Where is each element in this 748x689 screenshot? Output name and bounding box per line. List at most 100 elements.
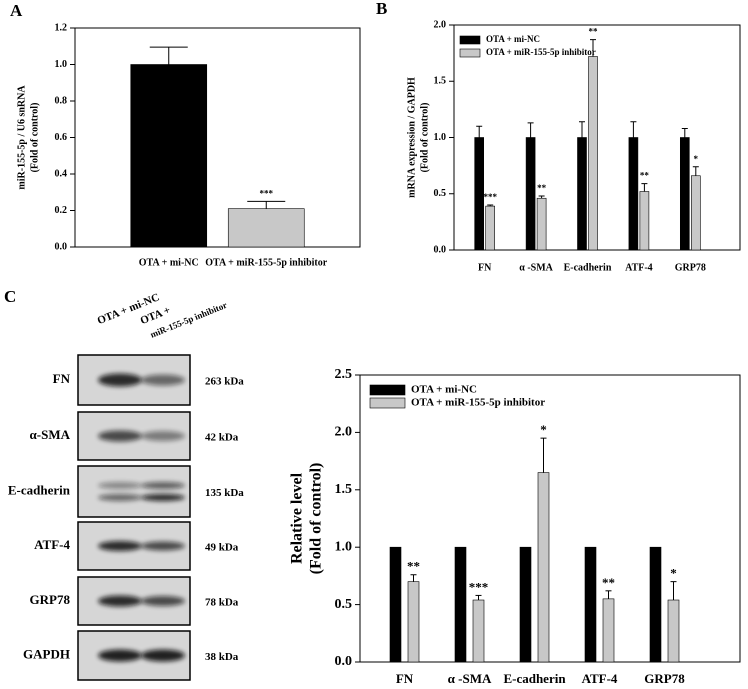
protein-label: FN <box>53 371 71 386</box>
significance-label: *** <box>483 192 497 202</box>
bar <box>130 64 208 248</box>
x-tick-label: OTA + mi-NC <box>139 257 199 268</box>
blot-band <box>141 431 185 441</box>
bar <box>472 599 485 663</box>
y-tick-label: 2.0 <box>335 425 353 440</box>
legend-swatch <box>369 397 406 409</box>
blot-band <box>98 595 142 607</box>
error-bar <box>149 46 188 65</box>
size-label: 78 kDa <box>205 597 239 609</box>
significance-label: *** <box>469 579 489 594</box>
blot-band <box>141 374 185 386</box>
y-axis-label: (Fold of control) <box>308 463 325 575</box>
bar <box>584 546 597 663</box>
y-tick-label: 1.2 <box>55 22 68 33</box>
error-bar <box>670 581 677 601</box>
blot-band <box>98 649 142 662</box>
x-tick-label: FN <box>396 671 414 686</box>
y-tick-label: 0.5 <box>434 188 447 199</box>
bar <box>537 472 550 663</box>
bar <box>588 56 598 251</box>
bar <box>536 197 547 251</box>
y-tick-label: 2.0 <box>434 19 447 30</box>
size-label: 135 kDa <box>205 487 244 499</box>
significance-label: ** <box>407 559 420 574</box>
y-tick-label: 2.5 <box>335 367 353 382</box>
protein-label: GRP78 <box>30 592 71 607</box>
protein-label: E-cadherin <box>8 482 71 497</box>
significance-label: ** <box>537 183 547 193</box>
x-tick-label: ATF-4 <box>625 262 653 273</box>
x-tick-label: GRP78 <box>644 671 685 686</box>
significance-label: * <box>540 422 547 437</box>
bar <box>519 546 532 663</box>
bar <box>474 137 485 251</box>
bar <box>525 137 536 251</box>
y-tick-label: 1.0 <box>335 539 353 554</box>
panel-label: C <box>4 287 16 306</box>
blot-band <box>98 430 142 442</box>
y-tick-label: 0.8 <box>55 95 68 106</box>
legend-swatch <box>369 384 406 396</box>
blot-band <box>98 373 142 387</box>
plot-frame <box>74 27 361 248</box>
y-axis-label: miR-155-5p / U6 snRNA <box>16 85 27 190</box>
significance-label: ** <box>589 27 599 37</box>
legend-label: OTA + miR-155-5p inhibitor <box>411 397 545 409</box>
y-axis-label: (Fold of control) <box>29 103 40 173</box>
plot-frame <box>359 374 741 663</box>
error-bar <box>630 121 637 138</box>
legend-label: OTA + miR-155-5p inhibitor <box>486 47 596 57</box>
bar <box>602 598 615 663</box>
blot-band <box>141 649 185 662</box>
x-tick-label: OTA + miR-155-5p inhibitor <box>205 257 327 268</box>
protein-label: GAPDH <box>23 646 70 661</box>
protein-label: ATF-4 <box>34 537 70 552</box>
blot-band <box>141 596 185 606</box>
error-bar <box>538 195 545 199</box>
blot-band <box>141 541 185 551</box>
error-bar <box>590 39 596 57</box>
y-axis-label: Relative level <box>289 472 306 564</box>
y-tick-label: 0.0 <box>434 244 447 255</box>
x-tick-label: FN <box>478 262 492 273</box>
error-bar <box>579 121 585 138</box>
blot-band <box>141 482 185 489</box>
bar <box>679 137 690 251</box>
significance-label: * <box>670 566 677 581</box>
blot-band <box>98 494 142 501</box>
bar <box>454 546 467 663</box>
y-tick-label: 0.2 <box>55 205 68 216</box>
blot-band <box>141 494 185 501</box>
error-bar <box>641 183 648 192</box>
significance-label: ** <box>602 575 615 590</box>
y-tick-label: 1.0 <box>434 132 447 143</box>
blot-band <box>98 482 142 489</box>
significance-label: *** <box>260 188 274 198</box>
bar <box>639 191 650 251</box>
bar <box>577 137 587 251</box>
y-axis-label: mRNA expression / GAPDH <box>406 77 417 198</box>
error-bar <box>692 166 699 176</box>
error-bar <box>527 122 534 138</box>
panel-label: A <box>10 1 23 20</box>
error-bar <box>605 590 612 599</box>
error-bar <box>475 594 482 601</box>
x-tick-label: α -SMA <box>448 671 492 686</box>
x-tick-label: E-cadherin <box>564 262 612 273</box>
bar <box>227 208 305 248</box>
error-bar <box>247 200 286 209</box>
panel-label: B <box>376 0 387 18</box>
x-tick-label: ATF-4 <box>582 671 618 686</box>
y-tick-label: 0.0 <box>335 654 353 669</box>
size-label: 42 kDa <box>205 432 239 444</box>
bar <box>389 546 402 663</box>
y-tick-label: 0.0 <box>55 241 68 252</box>
size-label: 38 kDa <box>205 651 239 663</box>
significance-label: * <box>694 154 699 164</box>
y-tick-label: 1.5 <box>335 482 353 497</box>
error-bar <box>681 128 688 138</box>
bar <box>667 599 680 663</box>
bar <box>628 137 639 251</box>
